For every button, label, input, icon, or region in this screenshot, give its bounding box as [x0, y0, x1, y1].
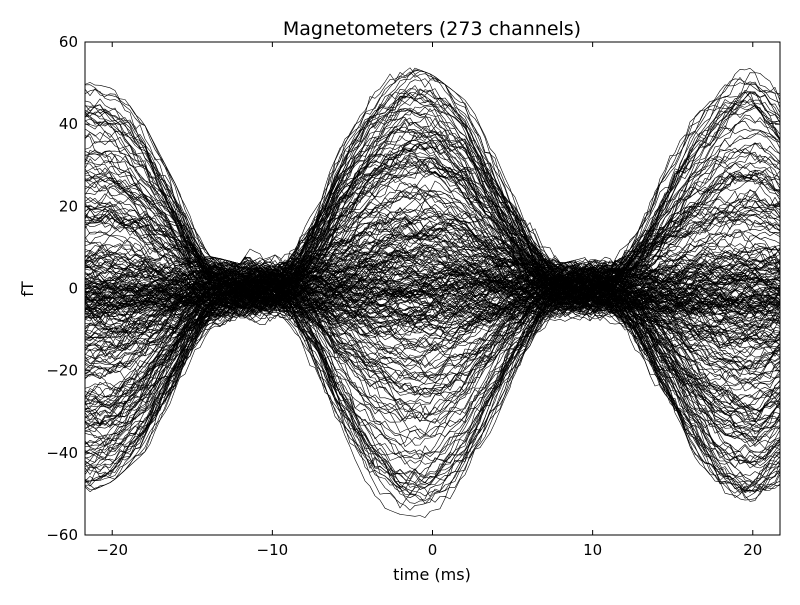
channel-trace	[85, 260, 780, 350]
y-tick-label: −60	[46, 526, 78, 544]
x-tick-label: 10	[583, 541, 602, 559]
channel-trace	[85, 90, 780, 497]
channel-trace	[85, 93, 780, 490]
channel-trace	[85, 129, 780, 466]
channel-trace	[85, 249, 780, 329]
channel-trace	[85, 290, 780, 322]
channel-trace	[85, 194, 780, 355]
channel-trace	[85, 260, 780, 316]
x-axis: −20 −10 0 10 20	[96, 42, 762, 559]
y-tick-label: −20	[46, 362, 78, 380]
channel-trace	[85, 214, 780, 350]
channel-trace	[85, 133, 780, 423]
y-tick-label: −40	[46, 444, 78, 462]
channel-trace	[85, 158, 780, 446]
channel-trace	[85, 230, 780, 347]
channel-trace	[85, 263, 780, 322]
channel-trace	[85, 180, 780, 375]
channel-trace	[85, 116, 780, 463]
y-axis: −60 −40 −20 0 20 40 60	[46, 33, 780, 544]
channel-trace	[85, 102, 780, 498]
channel-trace	[85, 162, 780, 410]
channel-trace	[85, 85, 780, 498]
channel-trace	[85, 91, 780, 471]
x-axis-label: time (ms)	[393, 565, 471, 584]
x-tick-label: −10	[257, 541, 289, 559]
channel-trace	[85, 220, 780, 345]
channel-trace	[85, 81, 780, 490]
channel-trace	[85, 275, 780, 325]
channel-trace	[85, 99, 780, 511]
channel-traces	[85, 67, 780, 518]
channel-trace	[85, 213, 780, 324]
channel-trace	[85, 182, 780, 392]
channel-trace	[85, 169, 780, 395]
channel-trace	[85, 157, 780, 434]
channel-trace	[85, 72, 780, 496]
channel-trace	[85, 68, 780, 500]
chart-title: Magnetometers (273 channels)	[283, 18, 581, 40]
channel-trace	[85, 191, 780, 421]
channel-trace	[85, 98, 780, 464]
channel-trace	[85, 104, 780, 462]
channel-trace	[85, 144, 780, 447]
channel-trace	[85, 287, 780, 315]
y-tick-label: 40	[59, 115, 78, 133]
channel-trace	[85, 191, 780, 401]
channel-trace	[85, 199, 780, 391]
channel-trace	[85, 183, 780, 379]
channel-trace	[85, 118, 780, 423]
channel-trace	[85, 178, 780, 395]
x-tick-label: 0	[428, 541, 438, 559]
channel-trace	[85, 286, 780, 316]
y-tick-label: 20	[59, 197, 78, 215]
channel-trace	[85, 91, 780, 509]
y-tick-label: 0	[68, 280, 78, 298]
channel-trace	[85, 67, 780, 486]
channel-trace	[85, 245, 780, 347]
channel-trace	[85, 283, 780, 334]
channel-trace	[85, 142, 780, 414]
channel-trace	[85, 260, 780, 310]
channel-trace	[85, 198, 780, 357]
channel-trace	[85, 264, 780, 300]
channel-trace	[85, 172, 780, 423]
channel-trace	[85, 253, 780, 304]
channel-trace	[85, 229, 780, 372]
channel-trace	[85, 269, 780, 311]
channel-trace	[85, 278, 780, 309]
channel-trace	[85, 143, 780, 406]
y-tick-label: 60	[59, 33, 78, 51]
channel-trace	[85, 108, 780, 493]
channel-trace	[85, 92, 780, 460]
x-tick-label: −20	[96, 541, 128, 559]
y-axis-label: fT	[18, 281, 37, 297]
channel-trace	[85, 117, 780, 485]
channel-trace	[85, 245, 780, 301]
x-tick-label: 20	[743, 541, 762, 559]
channel-trace	[85, 253, 780, 334]
channel-trace	[85, 274, 780, 326]
channel-trace	[85, 69, 780, 493]
channel-trace	[85, 269, 780, 302]
